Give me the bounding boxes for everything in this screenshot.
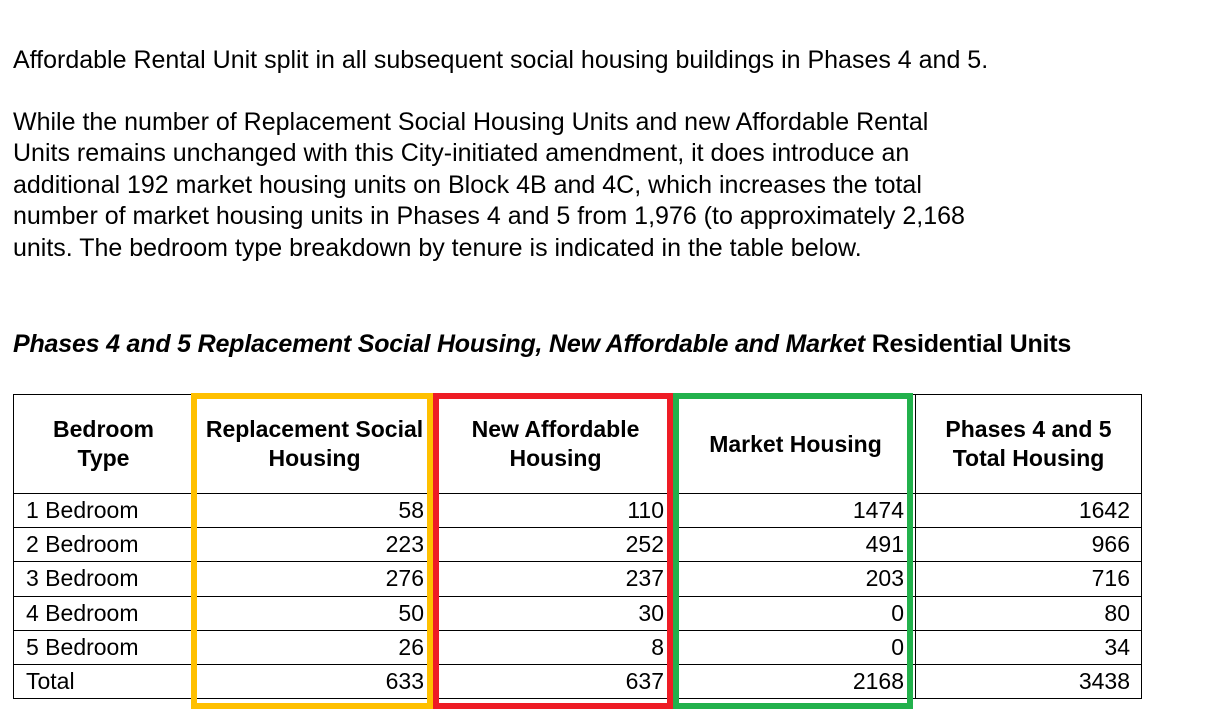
paragraph-line: Units remains unchanged with this City-i… [13, 139, 910, 168]
market-cell: 491 [675, 527, 916, 563]
bedroom-type-cell: 1 Bedroom [13, 492, 194, 529]
total-cell: 34 [915, 629, 1142, 665]
paragraph-line: While the number of Replacement Social H… [13, 108, 929, 136]
header-market-housing: Market Housing [675, 394, 916, 494]
replacement-cell: 26 [193, 629, 436, 665]
market-cell: 2168 [675, 663, 916, 700]
replacement-cell: 223 [193, 527, 436, 563]
table-header-row: Bedroom Type Replacement Social Housing … [13, 394, 1142, 494]
table-row: 2 Bedroom 223 252 491 966 [13, 527, 1142, 563]
replacement-cell: 276 [193, 561, 436, 597]
replacement-cell: 58 [193, 492, 436, 529]
intro-paragraph: Affordable Rental Unit split in all subs… [13, 46, 989, 74]
bedroom-type-cell: 3 Bedroom [13, 561, 194, 597]
header-bedroom-type: Bedroom Type [13, 394, 194, 494]
affordable-cell: 252 [435, 527, 676, 563]
bedroom-type-cell: 2 Bedroom [13, 527, 194, 563]
table-row: 5 Bedroom 26 8 0 34 [13, 629, 1142, 665]
total-cell: 966 [915, 527, 1142, 563]
table-row: 1 Bedroom 58 110 1474 1642 [13, 492, 1142, 529]
bedroom-type-cell: 5 Bedroom [13, 629, 194, 665]
table-caption: Phases 4 and 5 Replacement Social Housin… [13, 330, 1071, 359]
market-cell: 0 [675, 595, 916, 631]
market-cell: 0 [675, 629, 916, 665]
replacement-cell: 50 [193, 595, 436, 631]
bedroom-type-cell: 4 Bedroom [13, 595, 194, 631]
total-cell: 3438 [915, 663, 1142, 700]
bedroom-type-cell: Total [13, 663, 194, 700]
total-cell: 80 [915, 595, 1142, 631]
housing-units-table: Bedroom Type Replacement Social Housing … [13, 394, 1142, 700]
table-row: 3 Bedroom 276 237 203 716 [13, 561, 1142, 597]
header-total-housing: Phases 4 and 5 Total Housing [915, 394, 1142, 494]
paragraph-line: units. The bedroom type breakdown by ten… [13, 233, 862, 262]
replacement-cell: 633 [193, 663, 436, 700]
affordable-cell: 8 [435, 629, 676, 665]
table-row: 4 Bedroom 50 30 0 80 [13, 595, 1142, 631]
header-new-affordable-housing: New Affordable Housing [435, 394, 676, 494]
amendment-paragraph: While the number of Replacement Social H… [13, 107, 1093, 264]
header-replacement-social-housing: Replacement Social Housing [193, 394, 436, 494]
affordable-cell: 110 [435, 492, 676, 529]
paragraph-line: additional 192 market housing units on B… [13, 170, 922, 199]
table-total-row: Total 633 637 2168 3438 [13, 663, 1142, 700]
caption-main: Phases 4 and 5 Replacement Social Housin… [13, 330, 872, 358]
paragraph-line: number of market housing units in Phases… [13, 202, 965, 231]
market-cell: 1474 [675, 492, 916, 529]
total-cell: 1642 [915, 492, 1142, 529]
affordable-cell: 237 [435, 561, 676, 597]
affordable-cell: 30 [435, 595, 676, 631]
affordable-cell: 637 [435, 663, 676, 700]
caption-tail: Residential Units [871, 330, 1072, 358]
total-cell: 716 [915, 561, 1142, 597]
market-cell: 203 [675, 561, 916, 597]
